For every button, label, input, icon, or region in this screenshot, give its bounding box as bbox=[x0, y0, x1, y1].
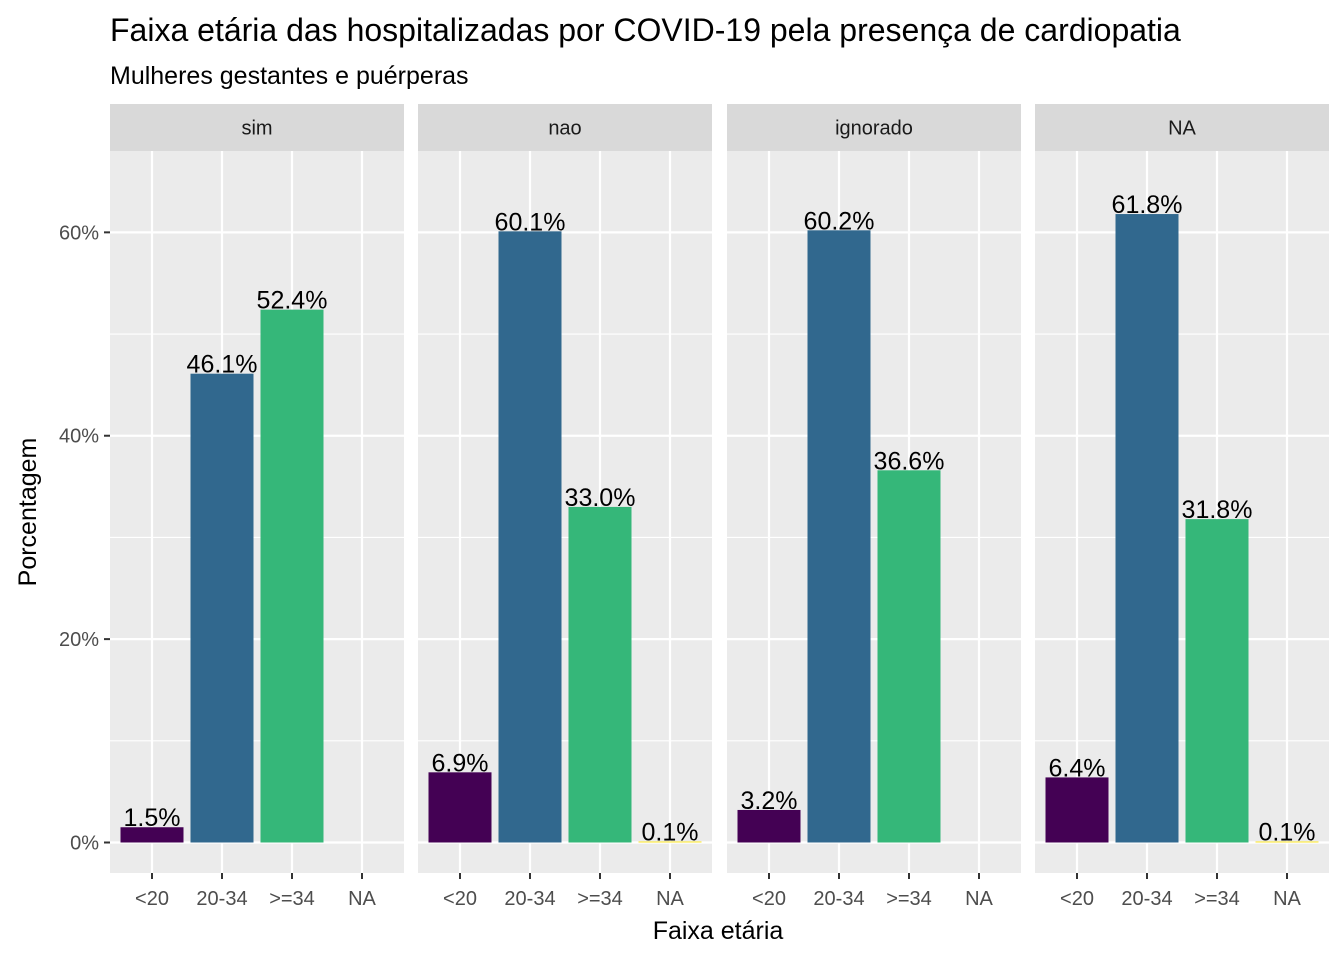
bar-2-3 bbox=[568, 506, 632, 843]
facet-panel-3: ignorado 3.2% 60.2% 36.6% <20 20-34 >=34 NA bbox=[727, 104, 1021, 910]
facet-strip bbox=[418, 104, 712, 151]
y-tick-label: 60% bbox=[59, 222, 99, 244]
bar-label-3-3: 36.6% bbox=[874, 447, 945, 475]
facet-panel-4: NA 6.4% 61.8% 31.8% 0.1% <20 20-34 >=34 NA bbox=[1035, 104, 1329, 910]
bar-3-2 bbox=[807, 230, 871, 843]
x-tick-label: 20-34 bbox=[196, 888, 247, 910]
bar-label-2-4: 0.1% bbox=[642, 818, 699, 846]
chart-subtitle: Mulheres gestantes e puérperas bbox=[110, 62, 469, 90]
bar-4-4 bbox=[1255, 841, 1319, 843]
x-tick-label: <20 bbox=[752, 888, 786, 910]
facet-strip-label: NA bbox=[1168, 118, 1196, 140]
y-axis: 0% 20% 40% 60% bbox=[59, 222, 110, 854]
x-tick-label: NA bbox=[965, 888, 993, 910]
bar-label-4-3: 31.8% bbox=[1182, 496, 1253, 524]
bar-label-1-3: 52.4% bbox=[257, 287, 328, 315]
bar-label-2-3: 33.0% bbox=[565, 484, 636, 512]
y-tick-label: 0% bbox=[70, 832, 99, 854]
x-tick-label: NA bbox=[1273, 888, 1301, 910]
facet-panel-2: nao 6.9% 60.1% 33.0% 0.1% <20 20-34 >=34 NA bbox=[418, 104, 712, 910]
bar-4-3 bbox=[1185, 519, 1249, 843]
bar-label-2-2: 60.1% bbox=[495, 208, 566, 236]
x-tick-label: <20 bbox=[135, 888, 169, 910]
bar-1-2 bbox=[190, 373, 254, 843]
facet-panels: sim 1.5% 46.1% 52.4% <20 20-34 >=34 NA nao 6.9% 60… bbox=[110, 104, 1329, 910]
facet-strip bbox=[1035, 104, 1329, 151]
bar-2-4 bbox=[638, 841, 702, 843]
y-tick-label: 20% bbox=[59, 629, 99, 651]
facet-strip-label: nao bbox=[548, 118, 581, 140]
panel-background bbox=[1035, 151, 1329, 873]
x-tick-label: <20 bbox=[443, 888, 477, 910]
bar-label-4-2: 61.8% bbox=[1112, 191, 1183, 219]
x-tick-label: >=34 bbox=[577, 888, 623, 910]
bar-label-1-2: 46.1% bbox=[187, 351, 258, 379]
y-axis-title: Porcentagem bbox=[14, 438, 42, 587]
x-tick-label: 20-34 bbox=[504, 888, 555, 910]
x-tick-label: NA bbox=[348, 888, 376, 910]
bar-1-3 bbox=[260, 309, 324, 843]
facet-panel-1: sim 1.5% 46.1% 52.4% <20 20-34 >=34 NA bbox=[110, 104, 404, 910]
panel-background bbox=[418, 151, 712, 873]
panel-background bbox=[727, 151, 1021, 873]
x-tick-label: <20 bbox=[1060, 888, 1094, 910]
x-tick-label: >=34 bbox=[269, 888, 315, 910]
chart-title: Faixa etária das hospitalizadas por COVI… bbox=[110, 12, 1181, 48]
y-tick-label: 40% bbox=[59, 426, 99, 448]
bar-label-1-1: 1.5% bbox=[124, 804, 181, 832]
bar-4-1 bbox=[1045, 777, 1109, 843]
x-tick-label: 20-34 bbox=[1121, 888, 1172, 910]
bar-label-3-2: 60.2% bbox=[804, 207, 875, 235]
bar-2-2 bbox=[498, 231, 562, 843]
bar-4-2 bbox=[1115, 214, 1179, 843]
facet-strip-label: sim bbox=[241, 118, 272, 140]
bar-label-4-1: 6.4% bbox=[1049, 754, 1106, 782]
x-tick-label: >=34 bbox=[886, 888, 932, 910]
bar-label-4-4: 0.1% bbox=[1259, 818, 1316, 846]
bar-2-1 bbox=[428, 772, 492, 843]
bar-3-1 bbox=[737, 809, 801, 843]
bar-label-2-1: 6.9% bbox=[432, 749, 489, 777]
bar-label-3-1: 3.2% bbox=[741, 787, 798, 815]
panel-background bbox=[110, 151, 404, 873]
x-tick-label: NA bbox=[656, 888, 684, 910]
x-tick-label: 20-34 bbox=[813, 888, 864, 910]
x-axis-title: Faixa etária bbox=[653, 917, 784, 945]
facet-strip bbox=[110, 104, 404, 151]
facet-strip bbox=[727, 104, 1021, 151]
x-tick-label: >=34 bbox=[1194, 888, 1240, 910]
bar-3-3 bbox=[877, 470, 941, 843]
facet-strip-label: ignorado bbox=[835, 118, 913, 140]
bar-1-1 bbox=[120, 827, 184, 843]
